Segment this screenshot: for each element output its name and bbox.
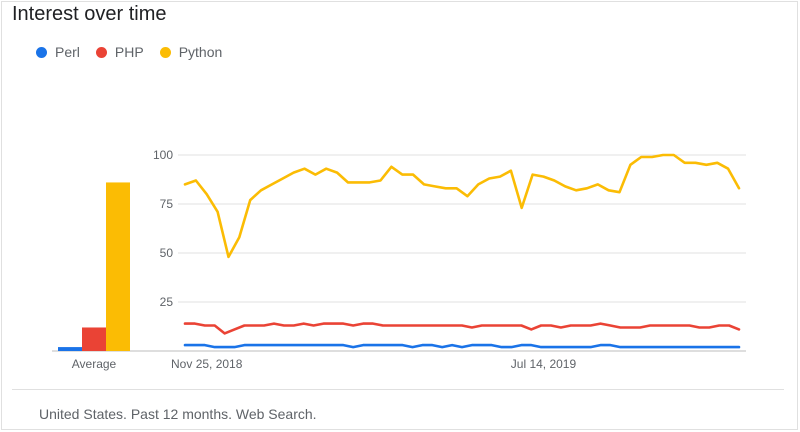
legend-label-python: Python	[178, 44, 223, 60]
average-bar-php[interactable]	[82, 327, 106, 351]
legend-dot-python	[159, 46, 171, 58]
legend-dot-perl	[36, 46, 47, 58]
legend-label-perl: Perl	[55, 44, 80, 60]
footer-caption: United States. Past 12 months. Web Searc…	[39, 406, 317, 422]
legend-dot-php	[95, 46, 107, 58]
average-bar-python[interactable]	[106, 182, 130, 351]
y-tick-label: 25	[160, 295, 174, 309]
series-line-php[interactable]	[183, 322, 741, 335]
x-tick-label: Jul 14, 2019	[511, 357, 577, 371]
legend-item-php[interactable]: PHP	[95, 44, 144, 60]
x-tick-label: Nov 25, 2018	[171, 357, 243, 371]
legend: Perl PHP Python	[36, 44, 238, 60]
average-bar-perl[interactable]	[58, 347, 82, 351]
series-line-python[interactable]	[183, 153, 741, 259]
y-tick-label: 100	[153, 148, 173, 162]
legend-item-perl[interactable]: Perl	[36, 44, 80, 60]
average-label: Average	[72, 357, 117, 371]
chart-title: Interest over time	[12, 3, 167, 25]
footer-divider	[12, 389, 784, 390]
series-line-perl[interactable]	[183, 343, 741, 349]
y-tick-label: 75	[160, 197, 174, 211]
y-tick-label: 50	[160, 246, 174, 260]
legend-label-php: PHP	[114, 44, 144, 60]
legend-item-python[interactable]: Python	[159, 44, 223, 60]
